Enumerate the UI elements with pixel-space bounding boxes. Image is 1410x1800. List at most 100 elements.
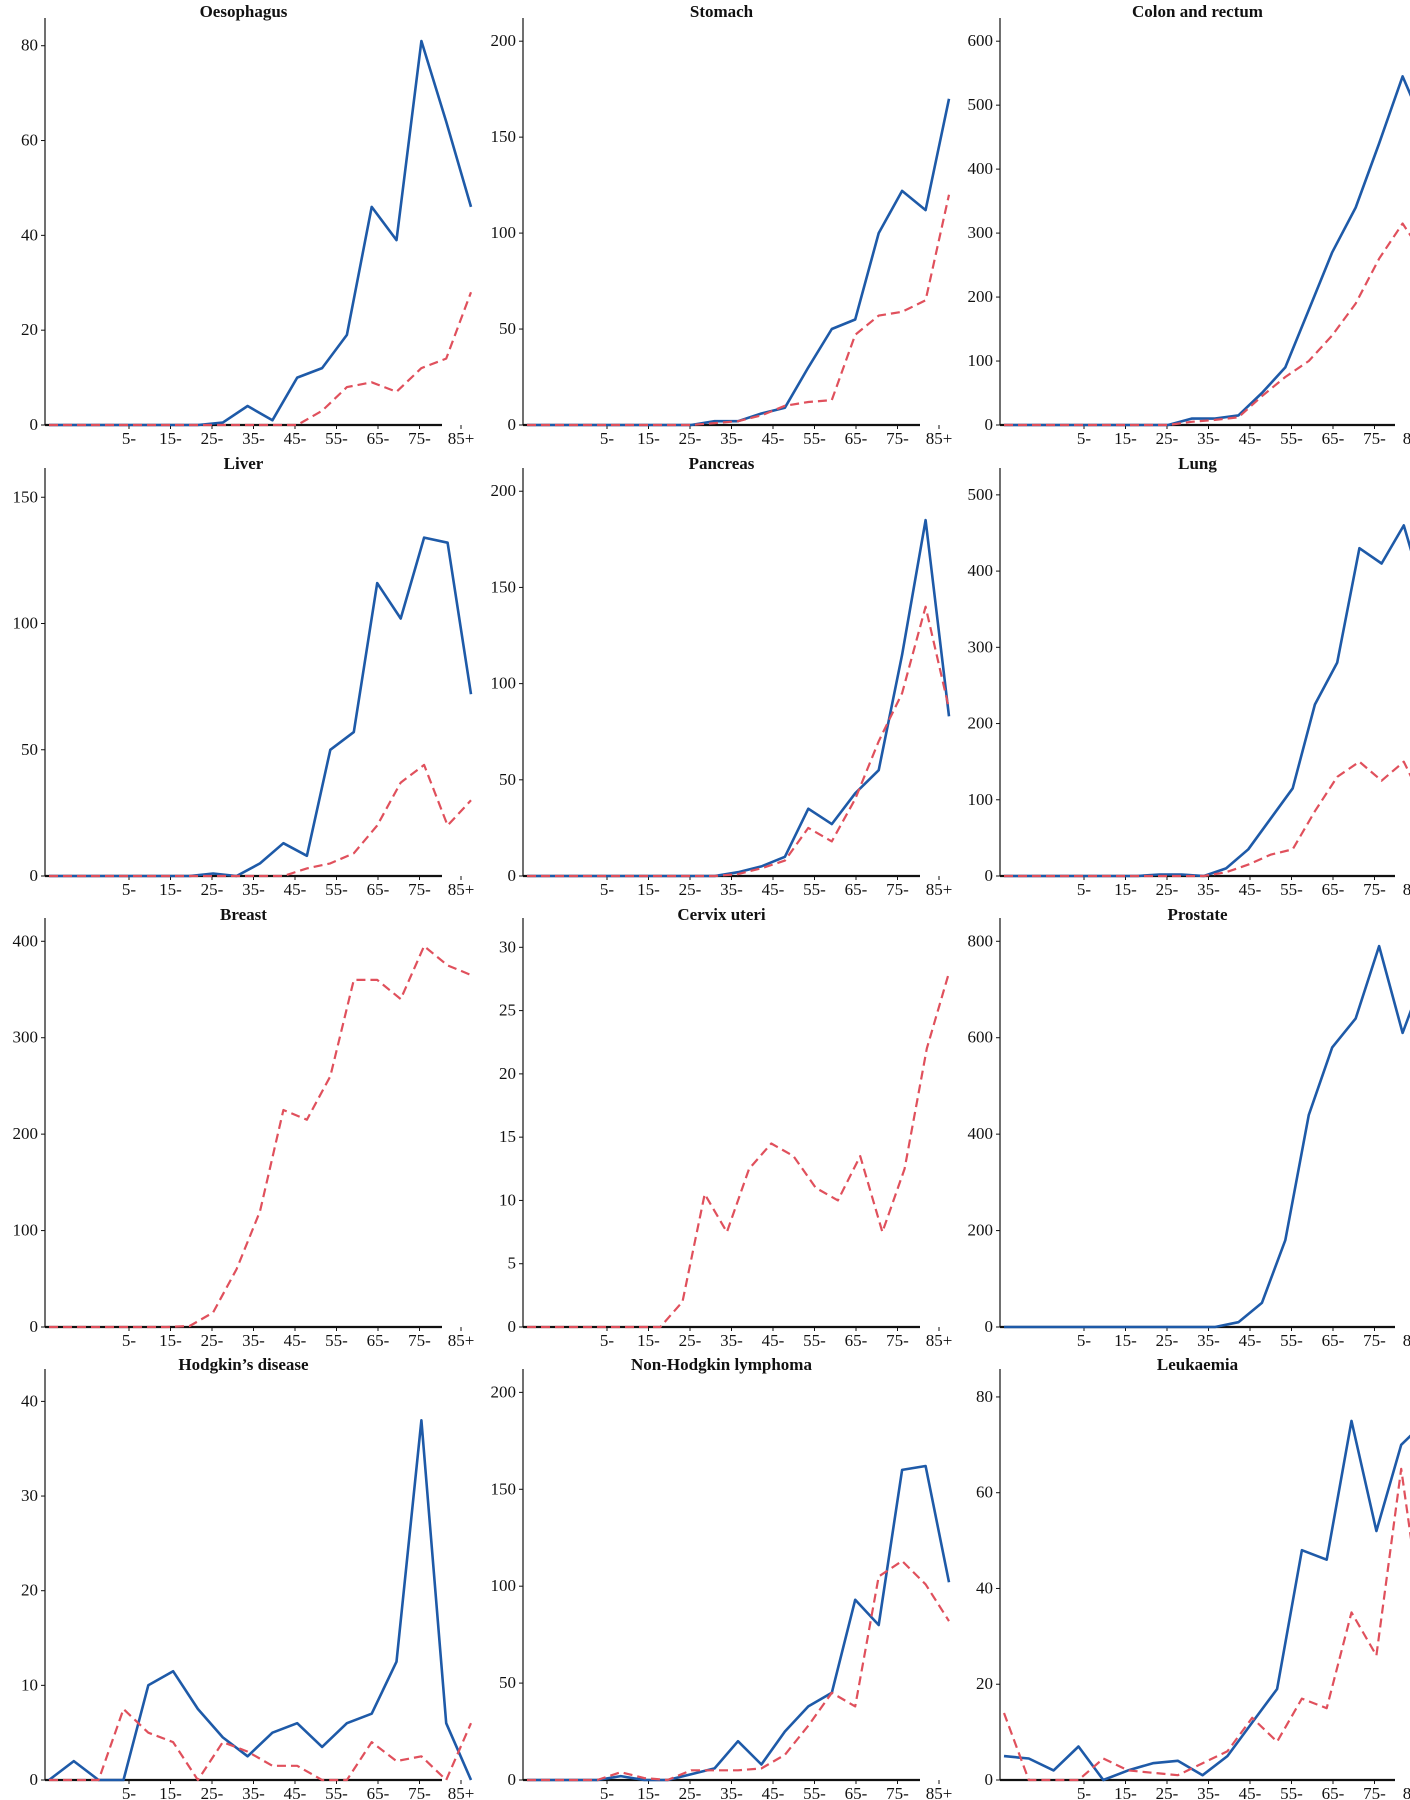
x-tick-label: 35- xyxy=(1197,429,1220,448)
x-tick-label: 45- xyxy=(762,429,785,448)
chart-title: Lung xyxy=(1178,454,1217,473)
x-tick-label: 75- xyxy=(408,1784,431,1800)
x-tick-label: 85+ xyxy=(1403,429,1410,448)
x-tick-label: 85+ xyxy=(926,1784,953,1800)
y-tick-label: 400 xyxy=(13,931,39,950)
x-tick-label: 55- xyxy=(1280,1331,1303,1350)
series-line-dashed xyxy=(527,1559,950,1782)
chart-panel: Prostate 0 200 400 600 800 5- 15- 25- 35- 45- 55- 65… xyxy=(968,905,1410,1350)
y-tick-label: 60 xyxy=(976,1483,993,1502)
y-tick-label: 800 xyxy=(968,931,994,950)
chart-panel: Leukaemia 0 20 40 60 80 5- 15- 25- 35- 45- 55- 65- 75… xyxy=(976,1355,1410,1800)
x-tick-label: 45- xyxy=(284,1331,307,1350)
y-tick-label: 150 xyxy=(491,577,517,596)
y-tick-label: 100 xyxy=(13,1221,39,1240)
y-tick-label: 40 xyxy=(21,225,38,244)
chart-title: Hodgkin’s disease xyxy=(178,1355,309,1374)
x-tick-label: 25- xyxy=(201,1784,224,1800)
x-tick-label: 5- xyxy=(600,429,615,448)
y-tick-label: 400 xyxy=(968,561,994,580)
x-tick-label: 65- xyxy=(845,880,868,899)
x-tick-label: 35- xyxy=(242,429,265,448)
x-tick-label: 55- xyxy=(803,1331,826,1350)
y-tick-label: 100 xyxy=(491,223,517,242)
y-tick-label: 20 xyxy=(976,1674,993,1693)
x-tick-label: 5- xyxy=(1077,429,1092,448)
x-tick-label: 25- xyxy=(1156,1331,1179,1350)
y-tick-label: 50 xyxy=(499,770,516,789)
x-tick-label: 35- xyxy=(1197,880,1220,899)
x-tick-label: 75- xyxy=(886,429,909,448)
y-tick-label: 100 xyxy=(968,790,994,809)
y-tick-label: 50 xyxy=(499,319,516,338)
x-tick-label: 55- xyxy=(803,1784,826,1800)
y-tick-label: 30 xyxy=(499,937,516,956)
x-tick-label: 45- xyxy=(284,880,307,899)
chart-title: Colon and rectum xyxy=(1132,2,1263,21)
y-tick-label: 0 xyxy=(985,866,994,885)
x-tick-label: 75- xyxy=(886,1331,909,1350)
series-line-dashed xyxy=(527,972,951,1329)
x-tick-label: 15- xyxy=(1114,1331,1137,1350)
y-tick-label: 0 xyxy=(30,866,39,885)
y-tick-label: 80 xyxy=(976,1387,993,1406)
chart-panel: Breast 0 100 200 300 400 5- 15- 25- 35- 45- 55- 65- 7… xyxy=(13,905,475,1350)
y-tick-label: 30 xyxy=(21,1486,38,1505)
series-line-solid xyxy=(1004,944,1410,1329)
x-tick-label: 35- xyxy=(242,880,265,899)
x-tick-label: 25- xyxy=(1156,1784,1179,1800)
x-tick-label: 35- xyxy=(242,1331,265,1350)
y-tick-label: 300 xyxy=(968,637,994,656)
y-tick-label: 200 xyxy=(968,287,994,306)
series-line-solid xyxy=(527,1464,951,1782)
y-tick-label: 400 xyxy=(968,159,994,178)
x-tick-label: 55- xyxy=(1280,429,1303,448)
series-line-dashed xyxy=(49,763,472,878)
y-tick-label: 100 xyxy=(968,351,994,370)
chart-title: Liver xyxy=(224,454,264,473)
x-tick-label: 55- xyxy=(803,880,826,899)
y-tick-label: 0 xyxy=(30,1770,39,1789)
x-tick-label: 15- xyxy=(159,1331,182,1350)
y-tick-label: 20 xyxy=(21,320,38,339)
y-tick-label: 600 xyxy=(968,31,994,50)
y-tick-label: 150 xyxy=(491,127,517,146)
chart-title: Pancreas xyxy=(689,454,755,473)
x-tick-label: 75- xyxy=(1363,1784,1386,1800)
x-tick-label: 5- xyxy=(600,1331,615,1350)
chart-panel: Hodgkin’s disease 0 10 20 30 40 5- 15- 25- 35- 45-… xyxy=(21,1355,474,1800)
y-tick-label: 0 xyxy=(30,415,39,434)
x-tick-label: 65- xyxy=(1322,880,1345,899)
chart-panel: Colon and rectum 0 100 200 300 400 500 600 5- 15-… xyxy=(968,2,1410,448)
chart-title: Prostate xyxy=(1167,905,1228,924)
y-tick-label: 200 xyxy=(968,1221,994,1240)
series-line-solid xyxy=(49,536,473,878)
x-tick-label: 15- xyxy=(637,429,660,448)
x-tick-label: 15- xyxy=(1114,429,1137,448)
y-tick-label: 600 xyxy=(968,1028,994,1047)
x-tick-label: 75- xyxy=(1363,429,1386,448)
y-tick-label: 40 xyxy=(976,1578,993,1597)
series-line-dashed xyxy=(527,194,951,427)
y-tick-label: 0 xyxy=(30,1317,39,1336)
x-tick-label: 85+ xyxy=(1403,1331,1410,1350)
y-tick-label: 150 xyxy=(13,487,39,506)
x-tick-label: 75- xyxy=(1363,1331,1386,1350)
y-tick-label: 150 xyxy=(491,1479,517,1498)
x-tick-label: 65- xyxy=(845,1784,868,1800)
x-tick-label: 75- xyxy=(408,429,431,448)
chart-panel: Stomach 0 50 100 150 200 5- 15- 25- 35- 45- 55- 65- 7… xyxy=(491,2,953,448)
series-line-dashed xyxy=(49,944,472,1329)
y-tick-label: 100 xyxy=(491,1576,517,1595)
x-tick-label: 25- xyxy=(679,880,702,899)
series-line-dashed xyxy=(1004,222,1410,427)
x-tick-label: 75- xyxy=(886,1784,909,1800)
x-tick-label: 5- xyxy=(122,429,137,448)
x-tick-label: 55- xyxy=(803,429,826,448)
x-tick-label: 15- xyxy=(637,1784,660,1800)
y-tick-label: 200 xyxy=(491,1382,517,1401)
y-tick-label: 50 xyxy=(499,1673,516,1692)
series-line-solid xyxy=(49,39,473,427)
chart-panel: Liver 0 50 100 150 5- 15- 25- 35- 45- 55- 65- 75- 85+ xyxy=(13,454,475,899)
